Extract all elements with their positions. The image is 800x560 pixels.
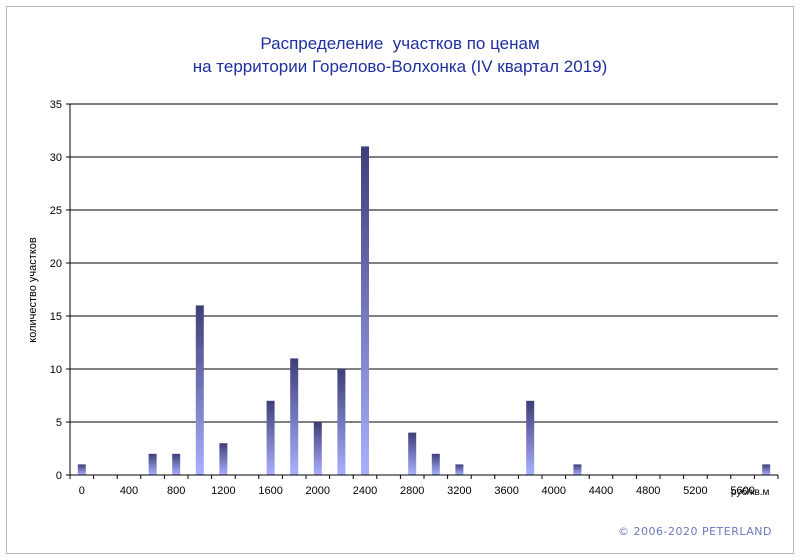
chart-title-line-2: на территории Горелово-Волхонка (IV квар… [192, 57, 608, 76]
bar-3000 [431, 453, 440, 475]
y-tick-label: 15 [50, 311, 62, 323]
y-tick-label: 35 [50, 99, 62, 111]
x-tick-label: 4800 [636, 485, 660, 497]
x-tick-label: 5200 [683, 485, 707, 497]
bar-1600 [266, 400, 275, 475]
x-tick-label: 3200 [447, 485, 471, 497]
x-tick-label: 5600 [730, 485, 754, 497]
x-tick-label: 2400 [353, 485, 377, 497]
bar-1000 [195, 305, 204, 475]
bar-2800 [408, 432, 417, 475]
chart-frame [6, 6, 794, 554]
x-tick-label: 4400 [589, 485, 613, 497]
x-tick-label: 3600 [494, 485, 518, 497]
bar-4200 [573, 464, 582, 475]
x-tick-label: 2800 [400, 485, 424, 497]
bar-3200 [455, 464, 464, 475]
x-tick-label: 2000 [306, 485, 330, 497]
x-tick-label: 1200 [211, 485, 235, 497]
bars [77, 146, 771, 475]
bar-5800 [762, 464, 771, 475]
axes [66, 103, 779, 479]
x-tick-label: 800 [167, 485, 185, 497]
chart-title-line-1: Распределение участков по ценам [260, 34, 540, 53]
bar-1800 [290, 358, 299, 475]
y-tick-label: 20 [50, 258, 62, 270]
x-tick-label: 400 [120, 485, 138, 497]
x-axis-unit-label: руб/кв.м [731, 487, 770, 498]
y-tick-label: 0 [56, 470, 62, 482]
y-tick-label: 5 [56, 417, 62, 429]
x-tick-label: 4000 [542, 485, 566, 497]
bar-2200 [337, 369, 346, 475]
chart-title: Распределение участков по ценам на терри… [0, 32, 800, 78]
copyright-text: © 2006-2020 PETERLAND [618, 525, 772, 538]
bar-1200 [219, 443, 228, 475]
y-tick-label: 10 [50, 364, 62, 376]
x-tick-label: 0 [79, 485, 85, 497]
y-tick-label: 30 [50, 152, 62, 164]
y-tick-label: 25 [50, 205, 62, 217]
bar-800 [172, 453, 181, 475]
bar-2000 [313, 422, 322, 475]
bar-2400 [361, 146, 369, 475]
x-tick-label: 1600 [258, 485, 282, 497]
grid-lines [70, 103, 778, 423]
bar-0 [77, 464, 86, 475]
x-tick-labels: 0 400 800 1200 1600 2000 2400 2800 3200 3600 4000 4… [79, 485, 755, 497]
bar-3800 [526, 400, 535, 475]
y-tick-labels: 0 5 10 15 20 25 30 35 [50, 99, 62, 482]
bar-600 [148, 453, 157, 475]
